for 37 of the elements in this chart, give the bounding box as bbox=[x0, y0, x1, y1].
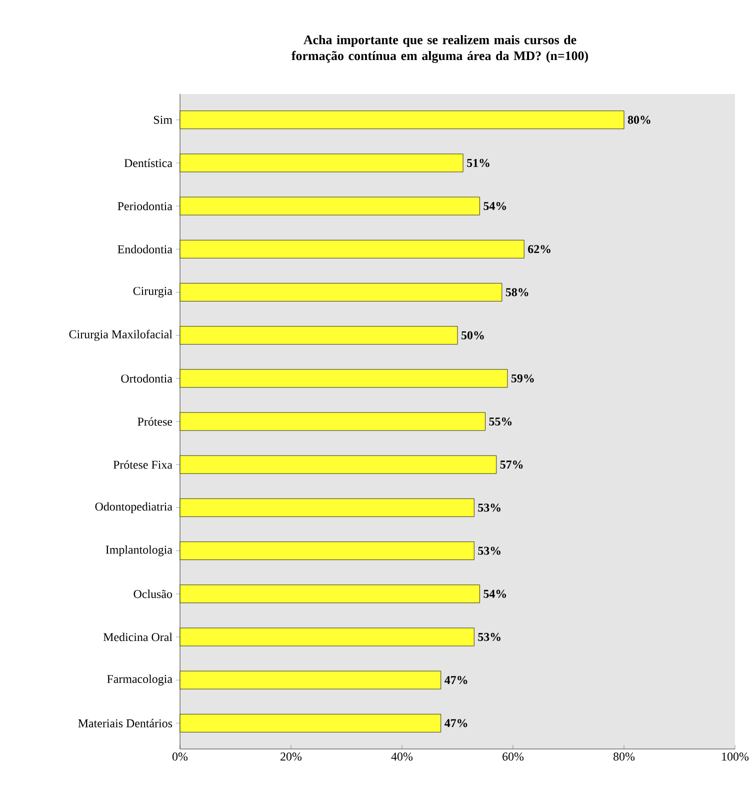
data-label: 59% bbox=[511, 374, 534, 382]
y-tick-label: Prótese bbox=[138, 417, 172, 426]
x-tick-label: 40% bbox=[391, 752, 413, 761]
data-label: 47% bbox=[444, 676, 468, 684]
data-label: 54% bbox=[484, 202, 506, 210]
data-label: 54% bbox=[484, 590, 506, 598]
data-label: 53% bbox=[478, 504, 500, 512]
y-tick-label: Periodontia bbox=[118, 202, 172, 210]
x-tick-label: 0% bbox=[172, 752, 188, 761]
data-label: 80% bbox=[628, 116, 650, 124]
data-label: 53% bbox=[478, 632, 500, 642]
y-tick-label: Prótese Fixa bbox=[113, 460, 172, 469]
y-tick-label: Oclusão bbox=[134, 590, 172, 598]
data-label: 58% bbox=[506, 288, 528, 296]
y-tick-label: Implantologia bbox=[106, 545, 172, 556]
data-label: 62% bbox=[528, 245, 550, 254]
data-label: 51% bbox=[467, 158, 490, 167]
y-tick-label: Sim bbox=[154, 116, 172, 124]
data-label: 53% bbox=[478, 546, 500, 555]
chart-title: Acha importante que se realizem mais cursos de formação contínua em alguma área da MD? (n=100) bbox=[292, 35, 588, 63]
data-label: 47% bbox=[444, 719, 468, 728]
data-label: 55% bbox=[489, 417, 512, 426]
y-tick-label: Materiais Dentários bbox=[78, 718, 172, 728]
y-tick-label: Cirurgia bbox=[133, 286, 172, 298]
x-tick-label: 80% bbox=[614, 752, 635, 761]
x-tick-label: 60% bbox=[502, 752, 524, 761]
y-tick-label: Ortodontia bbox=[121, 374, 172, 383]
data-label: 57% bbox=[500, 460, 523, 469]
y-tick-label: Dentística bbox=[124, 158, 172, 168]
y-tick-label: Farmacologia bbox=[107, 674, 172, 686]
y-tick-label: Cirurgia Maxilofacial bbox=[69, 330, 172, 341]
x-tick-label: 20% bbox=[280, 752, 302, 761]
x-tick-label: 100% bbox=[722, 752, 749, 761]
y-tick-label: Odontopediatria bbox=[95, 502, 172, 514]
y-tick-label: Endodontia bbox=[118, 244, 172, 254]
y-tick-label: Medicina Oral bbox=[103, 632, 172, 642]
data-label: 50% bbox=[462, 331, 484, 340]
